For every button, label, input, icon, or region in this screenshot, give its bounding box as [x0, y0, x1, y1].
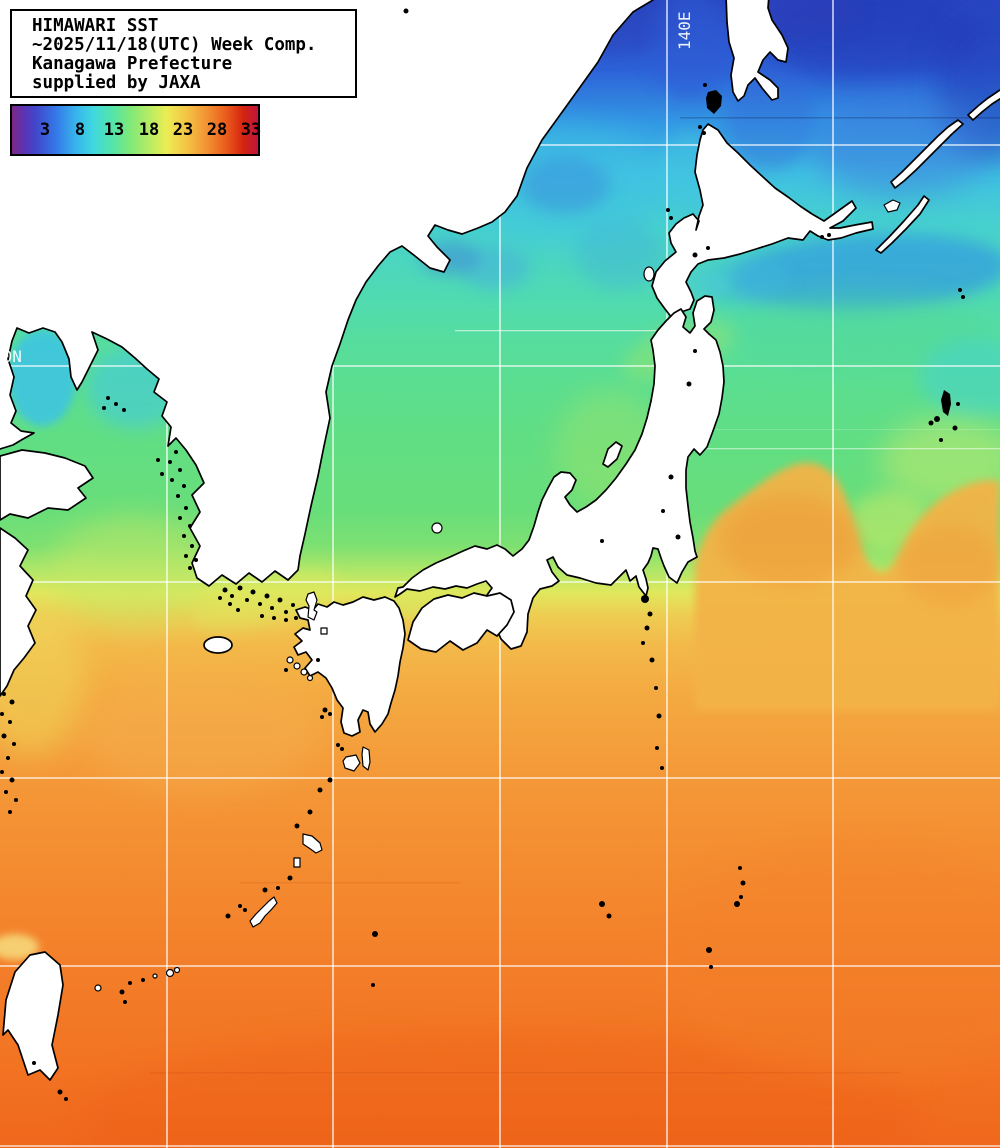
colorbar-tick-8: 8: [74, 120, 86, 140]
kuroshio-warm-front: [695, 462, 1000, 710]
data-gap-marks-east-tohoku: [941, 390, 951, 416]
lon-label-140e: 140E: [675, 11, 694, 50]
colorbar-tick-13: 13: [103, 120, 125, 140]
composite-seam-artifacts: [150, 117, 1000, 1074]
cold-anomaly-blob-sakhalin: [706, 90, 722, 114]
land-kunashir: [875, 195, 930, 254]
land-sakhalin: [725, 0, 789, 102]
title-line-date: ~2025/11/18(UTC) Week Comp.: [32, 35, 317, 55]
colorbar-tick-3: 3: [39, 120, 51, 140]
title-line-product: HIMAWARI SST: [32, 16, 159, 36]
land-china-coast: [0, 527, 37, 697]
land-shikoku: [407, 592, 515, 653]
land-oki: [431, 522, 443, 534]
land-tanegashima: [361, 746, 371, 771]
island-specks-goto-nagasaki: [284, 656, 320, 682]
land-amami-oshima: [302, 833, 323, 854]
land-iturup: [890, 119, 964, 189]
land-jeju: [203, 636, 233, 654]
land-shikotan: [883, 199, 901, 213]
colorbar-tick-33: 33: [240, 120, 262, 140]
lat-label-40n: 40N: [0, 347, 22, 366]
land-taiwan: [2, 951, 64, 1081]
title-line-credit: supplied by JAXA: [32, 73, 201, 93]
land-sado: [602, 441, 623, 468]
land-yakushima: [342, 754, 361, 772]
sst-colorbar: 3 8 13 18 23 28 33: [10, 104, 262, 156]
land-tokunoshima: [293, 857, 301, 868]
island-specks-miyako-penghu: [94, 966, 181, 992]
land-okinawa: [249, 896, 278, 928]
colorbar-tick-18: 18: [138, 120, 160, 140]
colorbar-tick-23: 23: [172, 120, 194, 140]
land-honshu: [394, 295, 725, 650]
island-specks-black: [0, 8, 965, 1101]
land-urup: [967, 88, 1000, 121]
land-tsushima: [305, 591, 318, 621]
title-box: HIMAWARI SST ~2025/11/18(UTC) Week Comp.…: [10, 9, 357, 98]
title-line-region: Kanagawa Prefecture: [32, 54, 233, 74]
land-iki: [320, 627, 328, 635]
land-hokkaido: [651, 123, 874, 319]
land-shandong-peninsula: [0, 449, 94, 521]
land-okushiri: [643, 266, 655, 282]
colorbar-tick-28: 28: [206, 120, 228, 140]
